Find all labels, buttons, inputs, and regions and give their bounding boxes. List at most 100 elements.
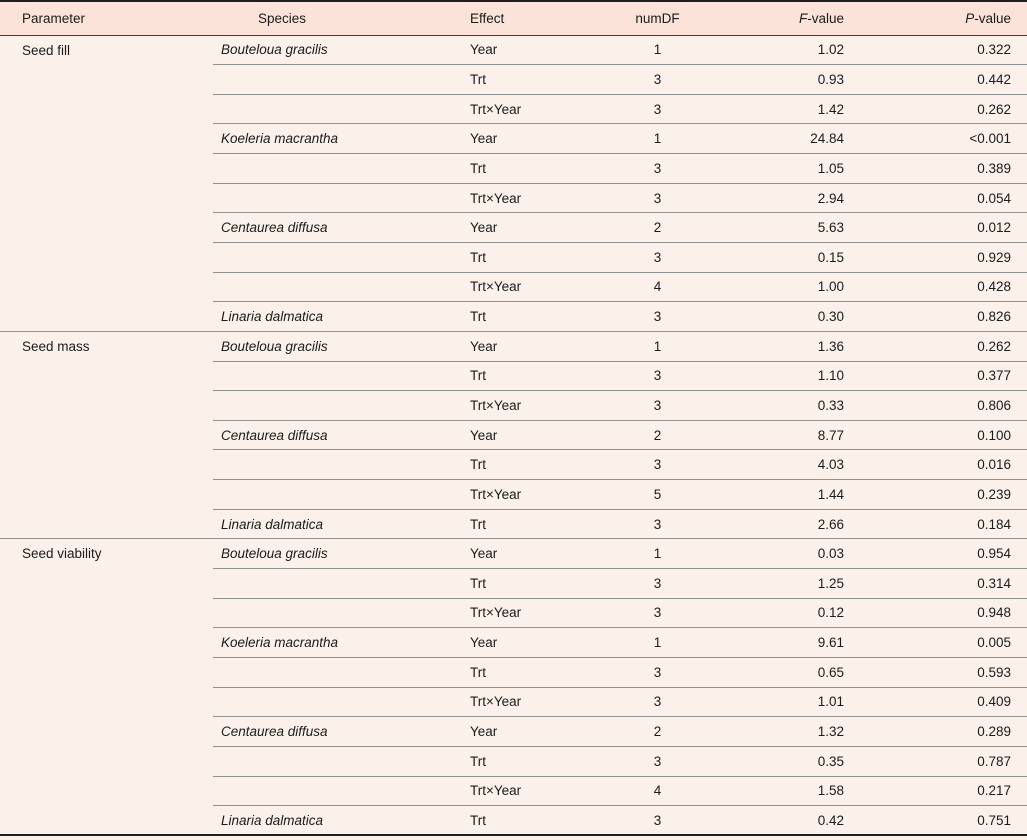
table-row: Linaria dalmatica Trt 3 0.30 0.826 (0, 301, 1027, 332)
pvalue-cell: 0.442 (850, 64, 1027, 95)
parameter-cell (0, 361, 213, 391)
species-cell: Bouteloua gracilis (213, 330, 455, 362)
numdf-cell: 3 (605, 64, 710, 95)
species-cell (213, 597, 455, 628)
table-header: Parameter Species Effect numDF F-value P… (0, 1, 1027, 36)
pvalue-header-suffix: -value (974, 10, 1011, 26)
species-cell: Koeleria macrantha (213, 123, 455, 154)
numdf-cell: 1 (605, 35, 710, 65)
parameter-cell (0, 94, 213, 124)
pvalue-cell: 0.929 (850, 241, 1027, 273)
numdf-cell: 1 (605, 123, 710, 154)
species-cell (213, 64, 455, 95)
effect-cell: Trt (455, 153, 605, 184)
parameter-cell (0, 390, 213, 421)
species-cell (213, 241, 455, 273)
parameter-cell (0, 627, 213, 658)
parameter-cell (0, 153, 213, 184)
pvalue-cell: <0.001 (850, 123, 1027, 154)
pvalue-cell: 0.948 (850, 597, 1027, 628)
fvalue-cell: 1.42 (710, 93, 850, 124)
numdf-cell: 3 (605, 656, 710, 688)
species-cell (213, 686, 455, 717)
pvalue-cell: 0.012 (850, 212, 1027, 243)
species-cell (213, 449, 455, 480)
parameter-cell: Seed viability (0, 538, 213, 569)
fvalue-cell: 1.32 (710, 716, 850, 747)
pvalue-cell: 0.593 (850, 656, 1027, 688)
column-header-parameter: Parameter (0, 1, 213, 36)
parameter-cell (0, 657, 213, 688)
effect-cell: Year (455, 35, 605, 65)
species-cell (213, 745, 455, 777)
fvalue-cell: 24.84 (710, 123, 850, 154)
table-row: Seed fill Bouteloua gracilis Year 1 1.02 0.32… (0, 35, 1027, 65)
table-row: Trt×Year 3 0.33 0.806 (0, 390, 1027, 421)
pvalue-cell: 0.389 (850, 153, 1027, 184)
pvalue-cell: 0.806 (850, 390, 1027, 421)
parameter-cell: Seed fill (0, 35, 213, 65)
parameter-cell (0, 123, 213, 154)
table-row: Trt×Year 5 1.44 0.239 (0, 479, 1027, 510)
fvalue-cell: 0.35 (710, 745, 850, 777)
numdf-cell: 2 (605, 212, 710, 243)
column-header-effect: Effect (455, 1, 605, 36)
effect-cell: Year (455, 538, 605, 569)
effect-cell: Trt×Year (455, 93, 605, 124)
table-row: Linaria dalmatica Trt 3 2.66 0.184 (0, 508, 1027, 539)
numdf-cell: 3 (605, 745, 710, 777)
effect-cell: Trt×Year (455, 479, 605, 510)
effect-cell: Trt (455, 449, 605, 480)
pvalue-header-italic-letter: P (965, 10, 975, 26)
parameter-cell (0, 420, 213, 450)
pvalue-cell: 0.239 (850, 479, 1027, 510)
column-header-numdf: numDF (605, 1, 710, 36)
column-header-species: Species (213, 1, 455, 36)
fvalue-header-italic-letter: F (798, 10, 808, 26)
species-cell: Koeleria macrantha (213, 627, 455, 658)
numdf-cell: 1 (605, 330, 710, 362)
species-cell: Linaria dalmatica (213, 805, 455, 836)
pvalue-cell: 0.322 (850, 35, 1027, 65)
numdf-cell: 3 (605, 182, 710, 213)
table-row: Trt 3 1.10 0.377 (0, 360, 1027, 391)
pvalue-cell: 0.954 (850, 538, 1027, 569)
numdf-cell: 3 (605, 360, 710, 391)
numdf-cell: 5 (605, 479, 710, 510)
parameter-cell (0, 183, 213, 213)
parameter-cell (0, 212, 213, 243)
species-cell (213, 390, 455, 421)
fvalue-cell: 8.77 (710, 419, 850, 450)
effect-cell: Trt (455, 745, 605, 777)
column-header-fvalue: F-value (710, 1, 850, 36)
effect-cell: Trt×Year (455, 271, 605, 302)
fvalue-cell: 1.05 (710, 153, 850, 184)
numdf-cell: 3 (605, 686, 710, 717)
species-cell: Bouteloua gracilis (213, 35, 455, 65)
numdf-cell: 3 (605, 93, 710, 124)
effect-cell: Trt (455, 64, 605, 95)
effect-cell: Trt×Year (455, 775, 605, 806)
effect-cell: Year (455, 627, 605, 658)
fvalue-cell: 0.12 (710, 597, 850, 628)
effect-cell: Trt (455, 241, 605, 273)
parameter-cell (0, 64, 213, 95)
table-row: Centaurea diffusa Year 2 5.63 0.012 (0, 212, 1027, 243)
table-row: Koeleria macrantha Year 1 24.84 <0.001 (0, 123, 1027, 154)
effect-cell: Year (455, 330, 605, 362)
species-cell (213, 656, 455, 688)
effect-cell: Trt (455, 301, 605, 332)
parameter-cell (0, 568, 213, 599)
table-row: Trt×Year 3 1.42 0.262 (0, 93, 1027, 124)
species-cell (213, 271, 455, 302)
species-cell: Bouteloua gracilis (213, 538, 455, 569)
effect-cell: Year (455, 123, 605, 154)
pvalue-cell: 0.217 (850, 775, 1027, 806)
numdf-cell: 3 (605, 449, 710, 480)
numdf-cell: 1 (605, 627, 710, 658)
pvalue-cell: 0.377 (850, 360, 1027, 391)
numdf-cell: 3 (605, 805, 710, 836)
numdf-cell: 1 (605, 538, 710, 569)
parameter-cell: Seed mass (0, 330, 213, 362)
pvalue-cell: 0.016 (850, 449, 1027, 480)
